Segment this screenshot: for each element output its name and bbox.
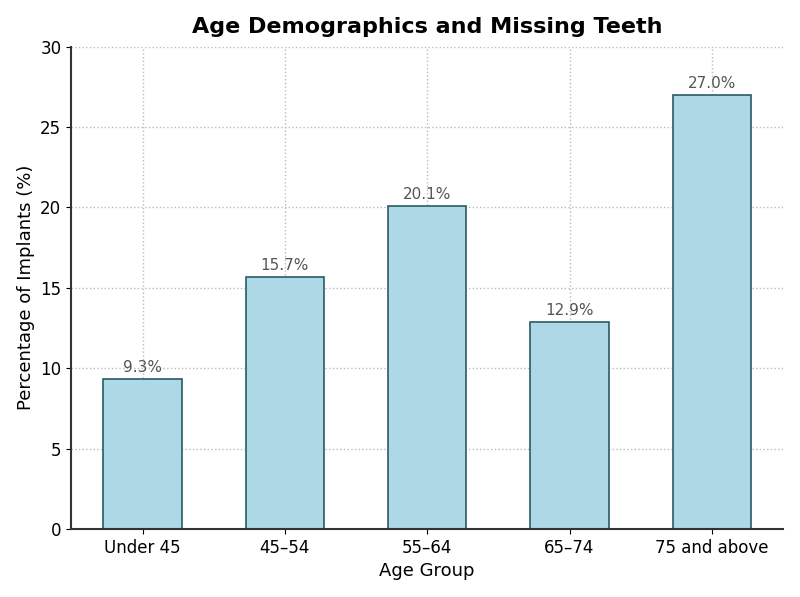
Bar xyxy=(530,322,609,529)
Text: 9.3%: 9.3% xyxy=(123,361,162,376)
Text: 27.0%: 27.0% xyxy=(688,76,736,91)
Text: 12.9%: 12.9% xyxy=(546,303,594,318)
Title: Age Demographics and Missing Teeth: Age Demographics and Missing Teeth xyxy=(192,17,662,36)
Bar xyxy=(673,95,751,529)
Bar xyxy=(103,380,182,529)
Text: 20.1%: 20.1% xyxy=(403,187,451,202)
Y-axis label: Percentage of Implants (%): Percentage of Implants (%) xyxy=(17,165,34,411)
Bar xyxy=(246,276,324,529)
Text: 15.7%: 15.7% xyxy=(261,257,309,272)
X-axis label: Age Group: Age Group xyxy=(379,562,475,580)
Bar xyxy=(388,206,466,529)
